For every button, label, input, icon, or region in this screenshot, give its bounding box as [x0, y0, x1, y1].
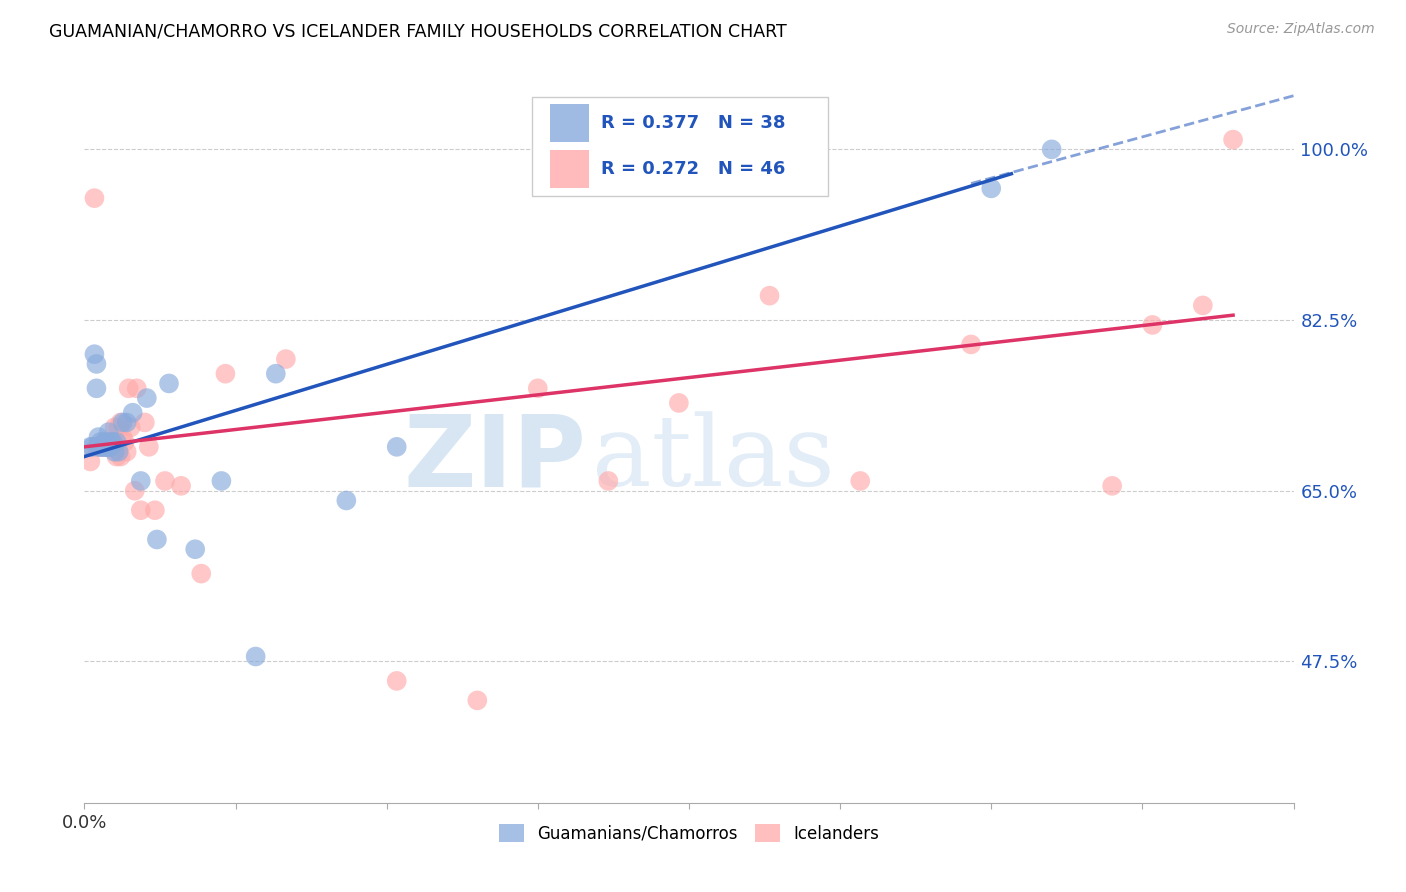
Point	[101, 434, 124, 449]
Point	[960, 337, 983, 351]
Point	[89, 440, 111, 454]
Point	[97, 440, 120, 454]
Point	[89, 440, 111, 454]
Point	[1192, 298, 1215, 312]
Point	[97, 440, 120, 454]
Point	[89, 434, 111, 449]
Point	[209, 474, 232, 488]
Point	[91, 440, 114, 454]
Point	[245, 649, 267, 664]
Point	[1101, 479, 1123, 493]
FancyBboxPatch shape	[550, 150, 589, 188]
Point	[93, 440, 115, 454]
Text: ZIP: ZIP	[404, 410, 586, 508]
Legend: Guamanians/Chamorros, Icelanders: Guamanians/Chamorros, Icelanders	[492, 818, 886, 849]
Point	[120, 420, 142, 434]
Point	[184, 542, 207, 557]
Point	[100, 434, 122, 449]
Point	[111, 430, 134, 444]
Point	[110, 416, 132, 430]
Point	[157, 376, 180, 391]
Point	[91, 440, 114, 454]
Text: GUAMANIAN/CHAMORRO VS ICELANDER FAMILY HOUSEHOLDS CORRELATION CHART: GUAMANIAN/CHAMORRO VS ICELANDER FAMILY H…	[49, 22, 787, 40]
Point	[79, 454, 101, 468]
Point	[87, 440, 110, 454]
Point	[274, 352, 297, 367]
Text: R = 0.272   N = 46: R = 0.272 N = 46	[600, 161, 785, 178]
Point	[107, 444, 129, 458]
Point	[79, 440, 101, 454]
Text: atlas: atlas	[592, 411, 835, 507]
Point	[214, 367, 236, 381]
Point	[849, 474, 872, 488]
Point	[82, 440, 104, 454]
Point	[385, 440, 408, 454]
Point	[91, 440, 114, 454]
Text: R = 0.377   N = 38: R = 0.377 N = 38	[600, 114, 785, 133]
Point	[1222, 133, 1244, 147]
Point	[111, 416, 134, 430]
Point	[115, 416, 138, 430]
Point	[134, 416, 156, 430]
Point	[93, 440, 115, 454]
Point	[146, 533, 169, 547]
Point	[107, 420, 129, 434]
Point	[93, 434, 115, 449]
Point	[83, 191, 105, 205]
Point	[143, 503, 166, 517]
Point	[96, 434, 118, 449]
Point	[121, 406, 143, 420]
Point	[138, 440, 160, 454]
Point	[1142, 318, 1164, 332]
Point	[758, 288, 780, 302]
Point	[264, 367, 287, 381]
Text: Source: ZipAtlas.com: Source: ZipAtlas.com	[1227, 22, 1375, 37]
Point	[100, 440, 122, 454]
Point	[170, 479, 193, 493]
Point	[104, 420, 127, 434]
Point	[135, 391, 157, 405]
Point	[83, 347, 105, 361]
Point	[104, 444, 127, 458]
Point	[153, 474, 176, 488]
Point	[114, 434, 136, 449]
Point	[668, 396, 690, 410]
Point	[100, 440, 122, 454]
Point	[97, 440, 120, 454]
Point	[129, 503, 152, 517]
Point	[87, 440, 110, 454]
FancyBboxPatch shape	[550, 104, 589, 143]
Point	[96, 440, 118, 454]
Point	[980, 181, 1002, 195]
Point	[110, 450, 132, 464]
Point	[87, 430, 110, 444]
Point	[86, 357, 108, 371]
Point	[105, 450, 128, 464]
Point	[598, 474, 620, 488]
Point	[115, 444, 138, 458]
Point	[96, 440, 118, 454]
FancyBboxPatch shape	[531, 97, 828, 195]
Point	[1040, 142, 1063, 156]
Point	[129, 474, 152, 488]
Point	[385, 673, 408, 688]
Point	[101, 434, 124, 449]
Point	[125, 381, 148, 395]
Point	[335, 493, 357, 508]
Point	[118, 381, 141, 395]
Point	[105, 434, 128, 449]
Point	[527, 381, 550, 395]
Point	[97, 425, 120, 440]
Point	[124, 483, 146, 498]
Point	[86, 381, 108, 395]
Point	[96, 440, 118, 454]
Point	[467, 693, 489, 707]
Point	[190, 566, 212, 581]
Point	[86, 440, 108, 454]
